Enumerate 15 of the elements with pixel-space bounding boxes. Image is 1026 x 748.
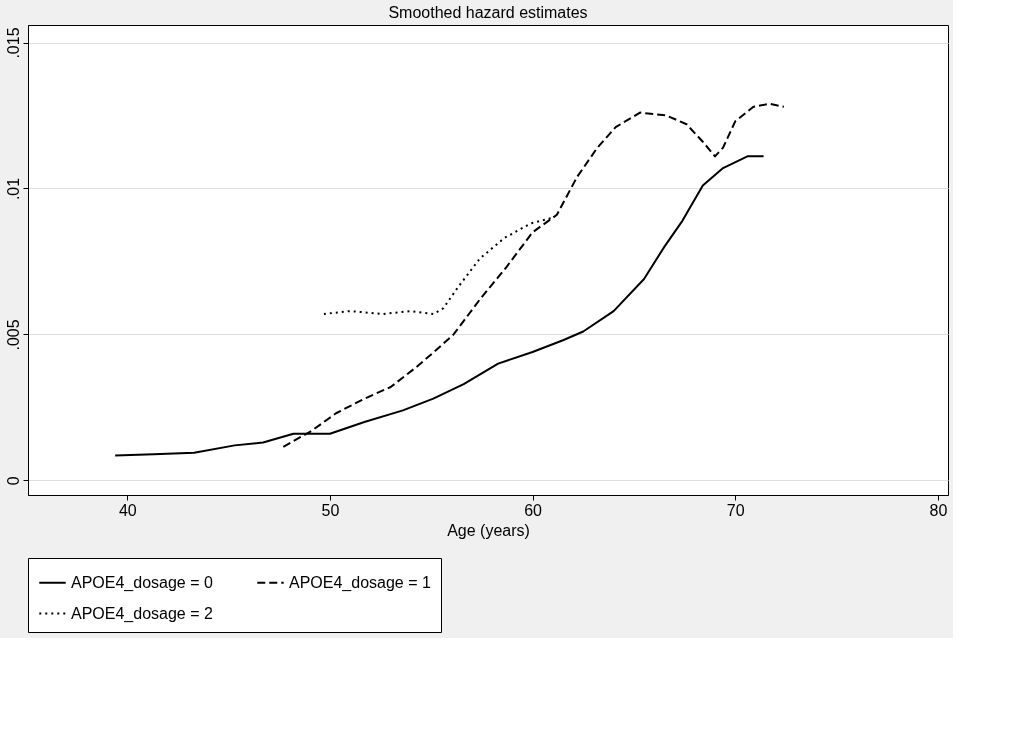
legend-label: APOE4_dosage = 2: [71, 604, 213, 623]
legend-label: APOE4_dosage = 1: [289, 573, 431, 592]
x-axis-title: Age (years): [447, 521, 530, 539]
x-tick-label: 80: [929, 501, 948, 519]
chart-title: Smoothed hazard estimates: [388, 4, 588, 21]
x-tick-label: 60: [524, 501, 543, 519]
y-tick-label: .01: [4, 177, 22, 201]
line-series: [322, 216, 554, 316]
x-tick-label: 40: [118, 501, 137, 519]
x-tick-label: 50: [321, 501, 340, 519]
y-tick-label: .015: [4, 27, 22, 59]
legend-label: APOE4_dosage = 0: [71, 573, 213, 592]
y-tick-label: .005: [4, 319, 22, 351]
x-tick-label: 70: [726, 501, 745, 519]
y-tick-label: 0: [4, 476, 22, 486]
